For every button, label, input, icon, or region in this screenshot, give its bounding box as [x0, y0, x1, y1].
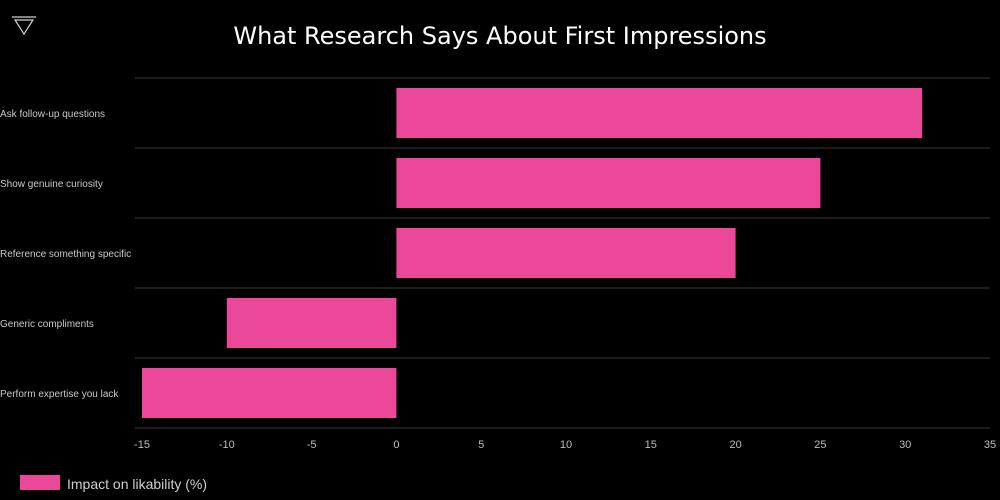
x-tick-label: 25	[814, 439, 826, 451]
category-label: Reference something specific	[0, 249, 131, 260]
bar	[396, 228, 736, 278]
x-tick-label: 35	[984, 439, 996, 451]
x-tick-label: -10	[219, 439, 235, 451]
x-axis-tick-labels: -15 -10 -5 0 5 10 15 20 25 30 35	[134, 439, 996, 451]
category-label: Show genuine curiosity	[0, 179, 103, 190]
x-tick-label: -5	[307, 439, 317, 451]
x-tick-label: 15	[645, 439, 657, 451]
legend-label: Impact on likability (%)	[67, 476, 207, 492]
category-labels: Ask follow-up questions Show genuine curi…	[0, 109, 131, 400]
bar	[396, 88, 923, 138]
x-tick-label: 0	[393, 439, 399, 451]
bars	[142, 88, 923, 418]
category-label: Ask follow-up questions	[0, 109, 105, 120]
legend-swatch	[20, 475, 60, 490]
x-tick-label: 30	[899, 439, 911, 451]
triangle-logo-icon	[12, 16, 36, 36]
grid-lines	[135, 77, 990, 429]
chart-title: What Research Says About First Impressio…	[233, 22, 766, 50]
x-tick-label: -15	[134, 439, 150, 451]
x-tick-label: 20	[729, 439, 741, 451]
x-tick-label: 10	[560, 439, 572, 451]
x-tick-label: 5	[478, 439, 484, 451]
category-label: Generic compliments	[0, 319, 94, 330]
category-label: Perform expertise you lack	[0, 389, 119, 400]
bar	[226, 298, 397, 348]
bar	[396, 158, 821, 208]
bar	[142, 368, 397, 418]
legend: Impact on likability (%)	[20, 475, 207, 492]
